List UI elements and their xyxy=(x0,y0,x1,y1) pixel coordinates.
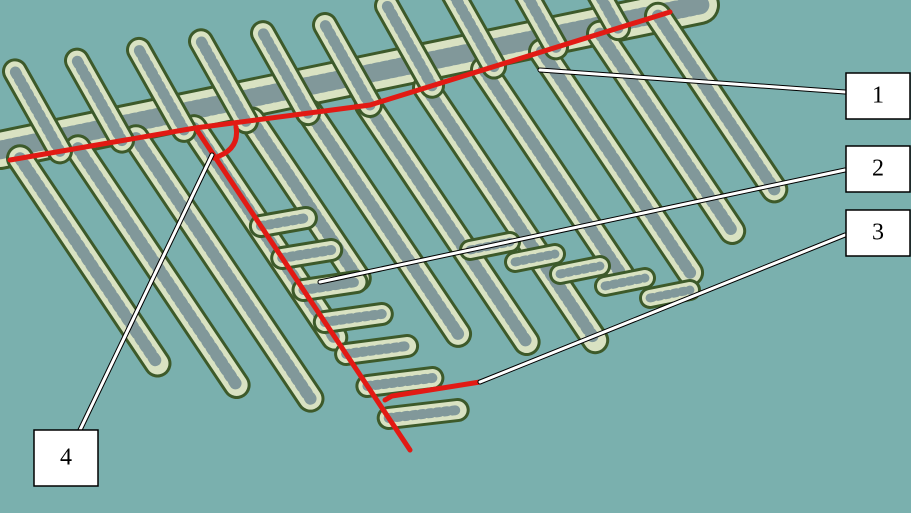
arm-texture xyxy=(13,152,164,370)
primary-axis-line xyxy=(7,9,673,163)
red-annotations xyxy=(7,9,673,453)
arm-texture xyxy=(381,0,438,92)
arm-texture xyxy=(9,65,66,157)
arm-texture xyxy=(255,213,311,231)
arm-texture xyxy=(383,405,463,423)
arm-texture xyxy=(129,132,317,405)
arm-texture xyxy=(361,99,533,349)
arm-texture xyxy=(535,45,697,279)
label-box-1: 1 xyxy=(845,72,911,120)
label-box-3: 3 xyxy=(845,209,911,257)
arm-texture xyxy=(595,0,624,34)
label: 2 xyxy=(872,156,884,182)
label: 3 xyxy=(872,220,884,246)
arm-texture xyxy=(303,106,465,340)
arm-texture xyxy=(555,261,605,279)
arm-texture xyxy=(319,19,376,111)
arm-texture xyxy=(523,0,562,53)
tertiary-arm-line xyxy=(382,379,483,403)
arm-texture xyxy=(477,63,628,281)
arm-texture xyxy=(362,373,438,391)
label: 4 xyxy=(60,445,72,471)
arm-texture xyxy=(298,277,362,295)
angle-arc xyxy=(211,124,240,161)
secondary-axis-line xyxy=(194,127,413,453)
label: 1 xyxy=(872,83,884,109)
arm-texture xyxy=(510,249,560,267)
arm-texture xyxy=(257,27,314,119)
arm-texture xyxy=(133,44,190,136)
arm-texture xyxy=(319,309,387,327)
arm-texture xyxy=(341,341,413,359)
label-box-4: 4 xyxy=(33,429,99,487)
arm-texture xyxy=(419,81,602,347)
label-box-2: 2 xyxy=(845,145,911,193)
arm-texture xyxy=(195,35,252,127)
arm-texture xyxy=(600,273,650,291)
arm-texture xyxy=(450,0,500,73)
arm-texture xyxy=(71,55,128,147)
leader-lines xyxy=(77,67,848,433)
arm-texture xyxy=(277,245,337,263)
arm-texture xyxy=(651,9,781,196)
arm-texture xyxy=(645,285,695,303)
